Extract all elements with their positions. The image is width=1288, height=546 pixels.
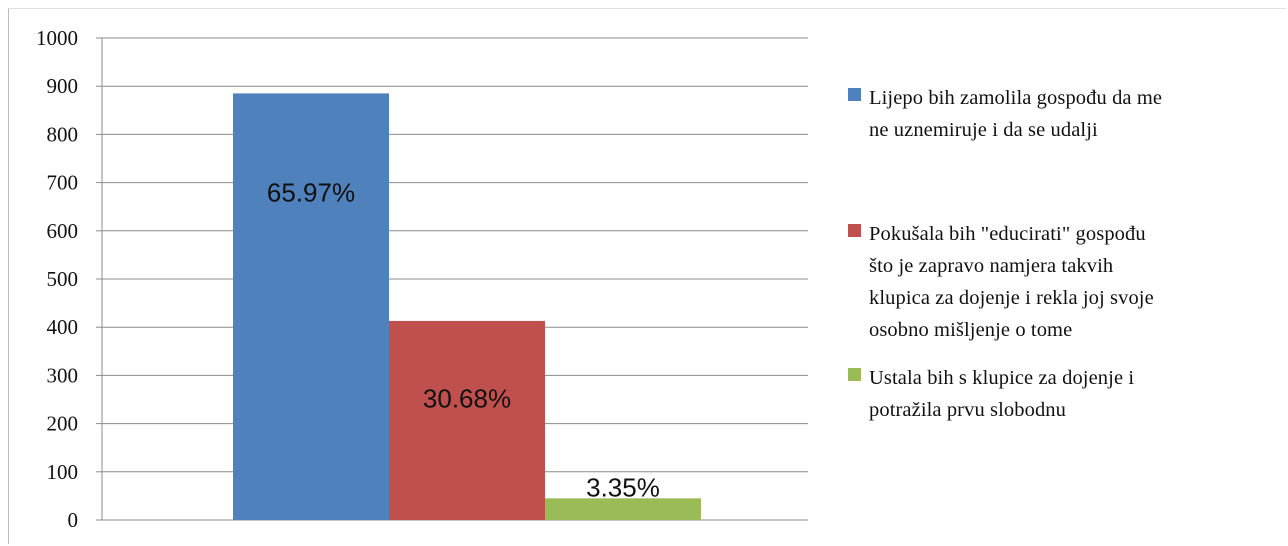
y-tick-label-200: 200: [47, 412, 79, 436]
data-label-3: 3.35%: [586, 472, 660, 502]
chart-frame: [8, 8, 1286, 544]
y-tick-label-1000: 1000: [36, 26, 78, 50]
y-tick-label-600: 600: [47, 219, 79, 243]
data-label-2: 30.68%: [423, 384, 511, 414]
bar-2: [389, 320, 545, 520]
bar-3: [545, 498, 701, 520]
y-tick-label-0: 0: [68, 508, 79, 532]
y-tick-label-800: 800: [47, 122, 79, 146]
y-tick-label-500: 500: [47, 267, 79, 291]
y-tick-label-400: 400: [47, 315, 79, 339]
legend-item-1: Lijepo bih zamolila gospođu da me ne uzn…: [848, 82, 1268, 146]
legend-label-1-line-1: Lijepo bih zamolila gospođu da me: [869, 87, 1163, 109]
legend-swatch-blue: [848, 88, 861, 101]
y-tick-label-100: 100: [47, 460, 79, 484]
legend-label-2: Pokušala bih "educirati" gospođu što je …: [869, 218, 1154, 346]
bars: [233, 93, 701, 521]
legend: Lijepo bih zamolila gospođu da me ne uzn…: [848, 0, 1278, 546]
y-axis-ticks: 0 100 200 300 400 500 600 700 800 900 1000: [36, 26, 102, 532]
bar-chart: 0 100 200 300 400 500 600 700 800 900 1000 65.97% 3…: [36, 26, 808, 532]
legend-label-1: Lijepo bih zamolila gospođu da me ne uzn…: [869, 82, 1162, 146]
legend-swatch-green: [848, 368, 861, 381]
data-labels: 65.97% 30.68% 3.35%: [267, 178, 660, 503]
legend-item-2: Pokušala bih "educirati" gospođu što je …: [848, 218, 1268, 346]
bar-1: [233, 93, 389, 521]
legend-label-3: Ustala bih s klupice za dojenje i potraž…: [869, 362, 1134, 426]
legend-label-2-line-2: što je zapravo namjera takvih: [869, 255, 1114, 277]
legend-item-3: Ustala bih s klupice za dojenje i potraž…: [848, 362, 1268, 426]
legend-label-1-line-2: ne uznemiruje i da se udalji: [869, 119, 1098, 141]
legend-label-2-line-4: osobno mišljenje o tome: [869, 319, 1073, 341]
legend-label-3-line-2: potražila prvu slobodnu: [869, 399, 1067, 421]
y-tick-label-900: 900: [47, 74, 79, 98]
legend-swatch-red: [848, 224, 861, 237]
legend-label-3-line-1: Ustala bih s klupice za dojenje i: [869, 367, 1135, 389]
legend-label-2-line-3: klupica za dojenje i rekla joj svoje: [869, 287, 1154, 309]
legend-label-2-line-1: Pokušala bih "educirati" gospođu: [869, 223, 1146, 245]
y-tick-label-700: 700: [47, 171, 79, 195]
y-tick-label-300: 300: [47, 363, 79, 387]
data-label-1: 65.97%: [267, 178, 355, 208]
